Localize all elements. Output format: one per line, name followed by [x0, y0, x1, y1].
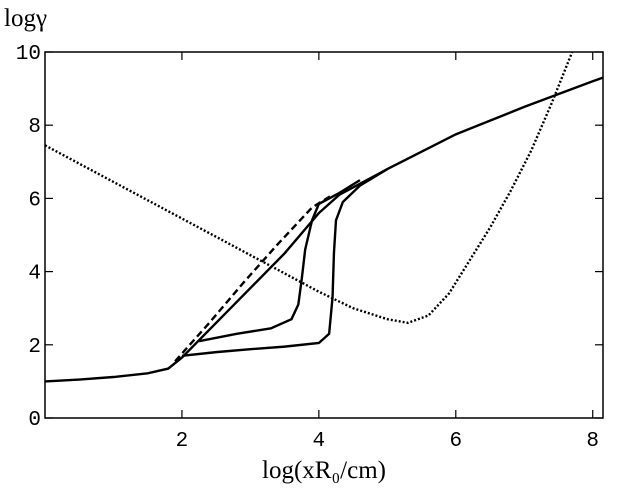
- plot-frame: [44, 51, 604, 419]
- x-tick-label: 2: [176, 430, 189, 453]
- data-line: [45, 76, 603, 383]
- x-tick-label: 8: [586, 430, 599, 453]
- y-tick-label: 2: [28, 336, 41, 359]
- data-line: [181, 168, 388, 357]
- y-axis-label: logγ: [4, 5, 47, 32]
- y-tick-label: 6: [28, 189, 41, 212]
- y-tick-label: 4: [28, 263, 41, 286]
- y-tick-label: 8: [28, 116, 41, 139]
- x-axis-label: log(xR₀/cm): [262, 457, 386, 484]
- y-tick-label: 10: [16, 43, 41, 66]
- x-tick-label: 6: [449, 430, 462, 453]
- x-tick-label: 4: [313, 430, 326, 453]
- data-line: [45, 52, 574, 325]
- y-tick-label: 0: [28, 409, 41, 432]
- data-line: [174, 193, 334, 363]
